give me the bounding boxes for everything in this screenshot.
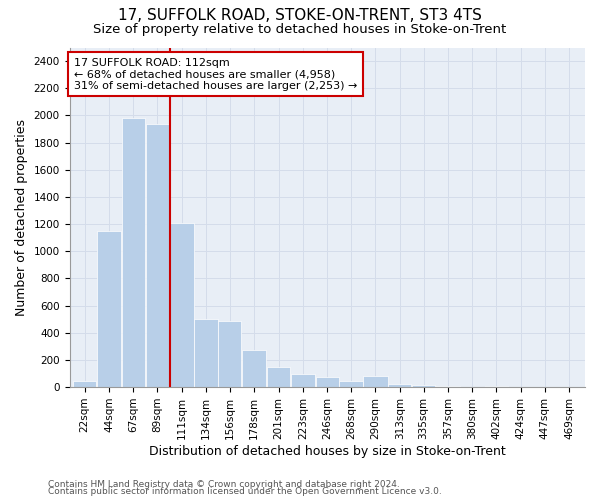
Bar [122, 118, 145, 387]
Y-axis label: Number of detached properties: Number of detached properties [15, 119, 28, 316]
Bar [194, 319, 218, 387]
Bar [267, 366, 290, 387]
Bar [461, 386, 484, 387]
Bar [290, 374, 315, 387]
Bar [169, 222, 194, 387]
Text: Contains public sector information licensed under the Open Government Licence v3: Contains public sector information licen… [48, 487, 442, 496]
Bar [242, 350, 266, 387]
Text: Contains HM Land Registry data © Crown copyright and database right 2024.: Contains HM Land Registry data © Crown c… [48, 480, 400, 489]
Bar [388, 384, 412, 387]
Bar [97, 231, 121, 387]
Text: 17, SUFFOLK ROAD, STOKE-ON-TRENT, ST3 4TS: 17, SUFFOLK ROAD, STOKE-ON-TRENT, ST3 4T… [118, 8, 482, 22]
Bar [485, 386, 508, 387]
Bar [316, 377, 339, 387]
Bar [412, 386, 436, 387]
Bar [363, 376, 388, 387]
Bar [340, 381, 363, 387]
Bar [146, 124, 169, 387]
Text: Size of property relative to detached houses in Stoke-on-Trent: Size of property relative to detached ho… [94, 22, 506, 36]
Text: 17 SUFFOLK ROAD: 112sqm
← 68% of detached houses are smaller (4,958)
31% of semi: 17 SUFFOLK ROAD: 112sqm ← 68% of detache… [74, 58, 357, 91]
Bar [436, 386, 460, 387]
Bar [218, 320, 241, 387]
X-axis label: Distribution of detached houses by size in Stoke-on-Trent: Distribution of detached houses by size … [149, 444, 506, 458]
Bar [73, 381, 97, 387]
